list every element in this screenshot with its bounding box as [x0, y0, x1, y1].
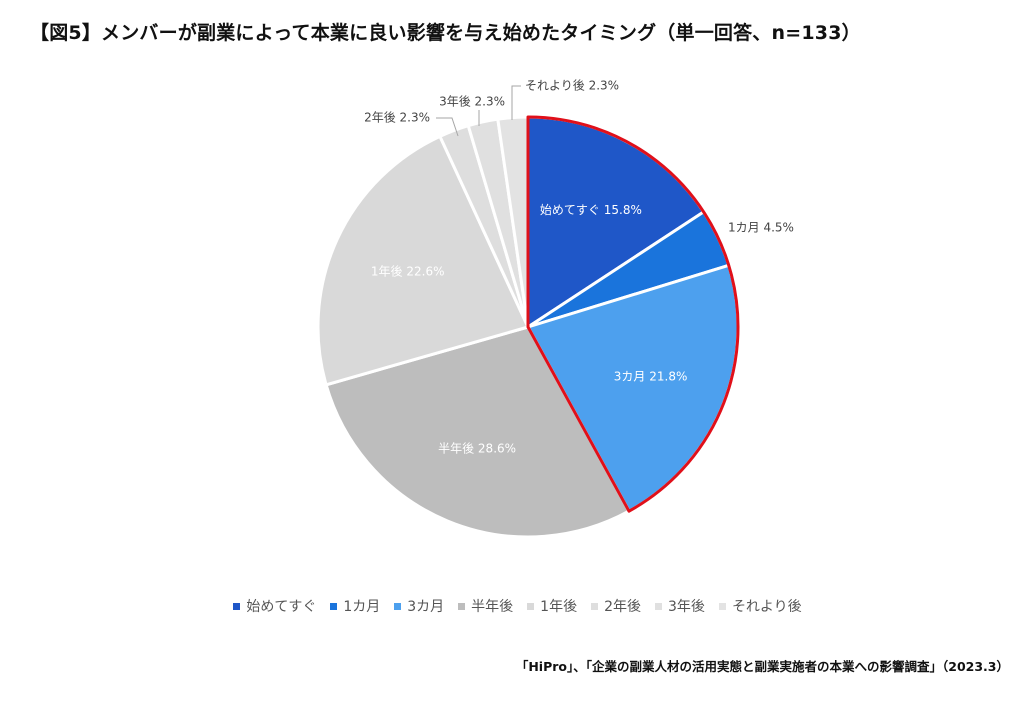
legend-swatch: [458, 602, 466, 610]
leader-line-それより後: [511, 85, 521, 120]
legend-swatch: [591, 602, 599, 610]
source-note: 「HiPro」、「企業の副業人材の活用実態と副業実施者の本業への影響調査」（20…: [515, 659, 1009, 674]
legend-label: 1カ月: [343, 599, 381, 615]
legend-item-1カ月: 1カ月: [330, 596, 380, 616]
legend-label: 1年後: [540, 599, 578, 615]
data-label-始めてすぐ: 始めてすぐ 15.8%: [540, 203, 642, 217]
data-label-1カ月: 1カ月 4.5%: [728, 221, 794, 235]
legend-label: それより後: [731, 599, 802, 615]
legend-label: 3年後: [668, 599, 705, 615]
pie-slice-半年後: [324, 325, 632, 539]
highlight-outline: [526, 115, 740, 513]
legend-item-2年後: 2年後: [591, 596, 641, 616]
legend-swatch: [655, 602, 663, 610]
legend-item-半年後: 半年後: [458, 596, 513, 616]
legend-item-始めてすぐ: 始めてすぐ: [233, 596, 316, 616]
data-label-1年後: 1年後 22.6%: [371, 264, 445, 278]
leader-line-2年後: [436, 117, 459, 137]
legend-label: 始めてすぐ: [246, 599, 317, 615]
data-label-半年後: 半年後 28.6%: [438, 442, 516, 456]
chart-title: 【図5】メンバーが副業によって本業に良い影響を与え始めたタイミング（単一回答、n…: [30, 22, 861, 44]
legend-label: 3カ月: [407, 599, 445, 615]
chart-legend: 始めてすぐ 1カ月 3カ月 半年後 1年後 2年後 3年後 それより後: [0, 596, 1035, 616]
legend-swatch: [394, 602, 402, 610]
pie-slice-1年後: [316, 134, 531, 387]
legend-item-3カ月: 3カ月: [394, 596, 444, 616]
data-label-3カ月: 3カ月 21.8%: [614, 369, 688, 383]
data-label-3年後: 3年後 2.3%: [439, 95, 505, 109]
legend-swatch: [527, 602, 535, 610]
legend-swatch: [330, 602, 338, 610]
legend-item-それより後: それより後: [718, 596, 802, 616]
legend-item-1年後: 1年後: [527, 596, 577, 616]
legend-label: 半年後: [471, 599, 514, 615]
legend-item-3年後: 3年後: [655, 596, 705, 616]
data-label-2年後: 2年後 2.3%: [364, 111, 430, 125]
legend-swatch: [718, 602, 726, 610]
legend-swatch: [233, 602, 241, 610]
legend-label: 2年後: [604, 599, 642, 615]
data-label-それより後: それより後 2.3%: [525, 79, 619, 93]
